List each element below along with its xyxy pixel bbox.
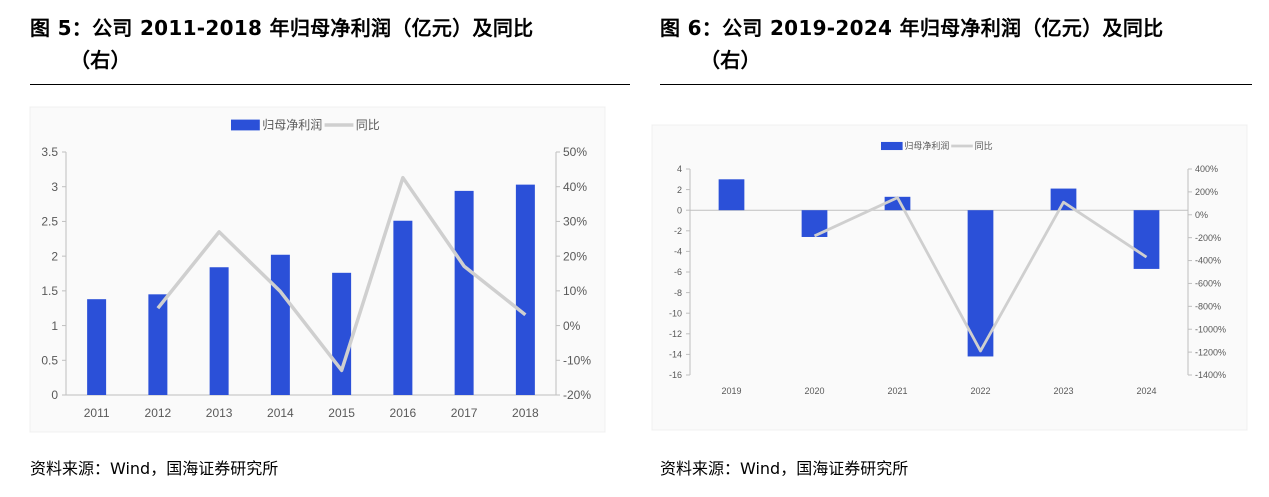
y-tick-label-left: 1.5 [41, 284, 58, 298]
bar-2022 [967, 210, 994, 357]
x-tick-label: 2022 [970, 386, 990, 396]
bar-2013 [209, 267, 229, 395]
y-tick-label-left: -14 [669, 350, 682, 360]
y-tick-label-right: 40% [563, 180, 587, 194]
plot-area [29, 106, 606, 433]
y-tick-label-right: -20% [563, 388, 591, 402]
x-tick-label: 2016 [390, 406, 417, 420]
y-tick-label-left: 0 [677, 205, 682, 215]
bar-2018 [515, 184, 535, 395]
x-tick-label: 2023 [1053, 386, 1073, 396]
x-tick-label: 2014 [267, 406, 294, 420]
title-rule-2 [660, 84, 1252, 85]
x-tick-label: 2011 [84, 406, 110, 420]
y-tick-label-left: -8 [674, 288, 682, 298]
chart-title-1: 图 5：公司 2011-2018 年归母净利润（亿元）及同比 （右） [30, 12, 533, 76]
legend-bar-label: 归母净利润 [262, 118, 322, 132]
legend-line-label: 同比 [356, 118, 380, 132]
x-tick-label: 2013 [206, 406, 233, 420]
y-tick-label-right: 50% [563, 145, 587, 159]
bar-2017 [454, 190, 474, 395]
y-tick-label-left: 4 [677, 164, 682, 174]
chart-title-2: 图 6：公司 2019-2024 年归母净利润（亿元）及同比 （右） [660, 12, 1163, 76]
y-tick-label-left: 3 [51, 180, 58, 194]
source-note-2: 资料来源：Wind，国海证券研究所 [660, 459, 909, 478]
bar-2016 [393, 220, 413, 395]
y-tick-label-left: 2.5 [41, 215, 58, 229]
chart-title-1-line1: 图 5：公司 2011-2018 年归母净利润（亿元）及同比 [30, 16, 534, 40]
y-tick-label-right: -1200% [1195, 347, 1226, 357]
legend-bar-swatch [231, 119, 260, 131]
bar-2019 [718, 179, 745, 211]
x-tick-label: 2024 [1136, 386, 1156, 396]
bar-2011 [87, 299, 107, 395]
x-tick-label: 2018 [512, 406, 539, 420]
y-tick-label-right: 200% [1195, 187, 1218, 197]
chart-2-svg: 4 2 0 -2 -4 -6 -8 -10 -12 -14 -16 400% 200% 0% -200% -4… [651, 124, 1248, 431]
y-tick-label-left: -2 [674, 226, 682, 236]
bar-2015 [332, 272, 352, 395]
chart-title-1-line2: （右） [70, 48, 131, 72]
y-tick-label-left: -10 [669, 308, 682, 318]
y-tick-label-left: -16 [669, 370, 682, 380]
y-tick-label-left: -6 [674, 267, 682, 277]
chart-1-svg: 3.5 3 2.5 2 1.5 1 0.5 0 50% 40% 30% 20% 10% 0% -10% -20… [29, 106, 606, 433]
x-tick-label: 2012 [145, 406, 172, 420]
x-tick-label: 2021 [887, 386, 907, 396]
y-tick-label-right: -200% [1195, 233, 1221, 243]
y-tick-label-left: 0.5 [41, 353, 58, 367]
legend-line-label: 同比 [975, 140, 993, 151]
legend-bar-swatch [881, 141, 903, 151]
y-tick-label-right: -800% [1195, 301, 1221, 311]
bar-2024 [1133, 210, 1160, 269]
y-tick-label-right: 30% [563, 215, 587, 229]
y-tick-label-left: -4 [674, 247, 682, 257]
y-tick-label-right: -10% [563, 353, 591, 367]
plot-area [651, 124, 1248, 431]
y-tick-label-right: 0% [1195, 210, 1208, 220]
y-tick-label-left: 2 [51, 249, 58, 263]
y-tick-label-left: 0 [51, 388, 58, 402]
x-tick-label: 2017 [451, 406, 478, 420]
y-tick-label-right: 20% [563, 249, 587, 263]
x-tick-label: 2019 [721, 386, 741, 396]
chart-title-2-line1: 图 6：公司 2019-2024 年归母净利润（亿元）及同比 [660, 16, 1164, 40]
bar-2014 [270, 254, 290, 395]
x-tick-label: 2020 [804, 386, 824, 396]
source-note-1: 资料来源：Wind，国海证券研究所 [30, 459, 279, 478]
y-tick-label-right: -400% [1195, 256, 1221, 266]
x-tick-label: 2015 [328, 406, 355, 420]
y-tick-label-right: -1400% [1195, 370, 1226, 380]
y-tick-label-right: 400% [1195, 164, 1218, 174]
y-tick-label-right: -1000% [1195, 324, 1226, 334]
y-tick-label-right: 0% [563, 319, 581, 333]
y-tick-label-right: -600% [1195, 279, 1221, 289]
y-tick-label-left: 2 [677, 185, 682, 195]
y-tick-label-left: -12 [669, 329, 682, 339]
bar-2012 [148, 294, 168, 395]
y-tick-label-left: 3.5 [41, 145, 58, 159]
y-tick-label-left: 1 [51, 319, 58, 333]
legend-bar-label: 归母净利润 [904, 140, 949, 151]
chart-title-2-line2: （右） [700, 48, 761, 72]
y-tick-label-right: 10% [563, 284, 587, 298]
title-rule-1 [30, 84, 630, 85]
